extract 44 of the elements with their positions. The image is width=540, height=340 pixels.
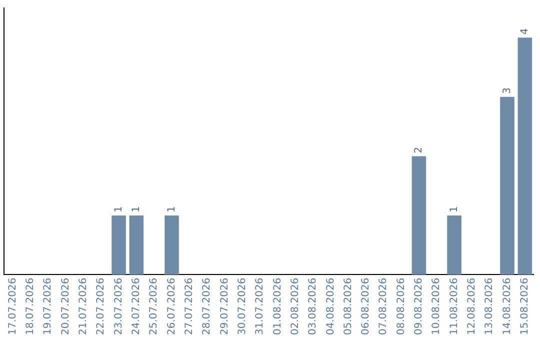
x-tick-label: 01.08.2026 — [272, 278, 284, 336]
x-tick-label: 18.07.2026 — [25, 278, 36, 336]
x-tick-label: 27.07.2026 — [184, 278, 195, 336]
x-tick-label: 22.07.2026 — [96, 278, 107, 336]
x-tick-label: 29.07.2026 — [219, 278, 230, 336]
x-tick-label: 31.07.2026 — [254, 278, 266, 336]
data-label: 4 — [519, 28, 530, 35]
x-tick-label: 26.07.2026 — [166, 278, 178, 336]
data-label: 1 — [166, 206, 178, 212]
x-tick-label: 12.08.2026 — [466, 278, 478, 336]
x-tick-label: 23.07.2026 — [113, 278, 124, 336]
x-tick-label: 14.08.2026 — [502, 278, 513, 336]
bar — [412, 156, 426, 275]
x-tick-label: 25.07.2026 — [148, 278, 160, 336]
x-tick-label: 02.08.2026 — [290, 278, 301, 336]
bar — [518, 38, 532, 275]
x-tick-label: 04.08.2026 — [325, 278, 336, 336]
data-label: 1 — [448, 206, 460, 212]
x-tick-label: 30.07.2026 — [236, 278, 248, 336]
data-label: 3 — [502, 88, 513, 94]
bar — [112, 215, 126, 275]
x-tick-label: 10.08.2026 — [431, 278, 442, 336]
x-tick-label: 07.08.2026 — [378, 278, 390, 336]
x-tick-label: 21.07.2026 — [78, 278, 90, 336]
data-label: 1 — [113, 206, 124, 212]
x-tick-label: 13.08.2026 — [484, 278, 496, 336]
bar — [164, 215, 179, 275]
data-label: 1 — [131, 206, 142, 212]
x-tick-label: 19.07.2026 — [42, 278, 54, 336]
x-tick-label: 17.07.2026 — [7, 278, 18, 336]
x-tick-label: 09.08.2026 — [414, 278, 425, 336]
x-tick-label: 06.08.2026 — [360, 278, 372, 336]
data-label: 2 — [414, 146, 425, 154]
bar — [447, 215, 462, 275]
x-tick-label: 08.08.2026 — [396, 278, 407, 336]
x-tick-label: 11.08.2026 — [448, 278, 460, 336]
bar — [500, 96, 514, 275]
x-tick-label: 24.07.2026 — [131, 278, 142, 336]
x-tick-label: 20.07.2026 — [60, 278, 72, 336]
bar — [129, 215, 144, 275]
x-tick-label: 03.08.2026 — [308, 278, 319, 336]
x-tick-label: 28.07.2026 — [202, 278, 213, 336]
x-tick-label: 05.08.2026 — [342, 278, 354, 336]
x-tick-label: 15.08.2026 — [519, 278, 530, 336]
